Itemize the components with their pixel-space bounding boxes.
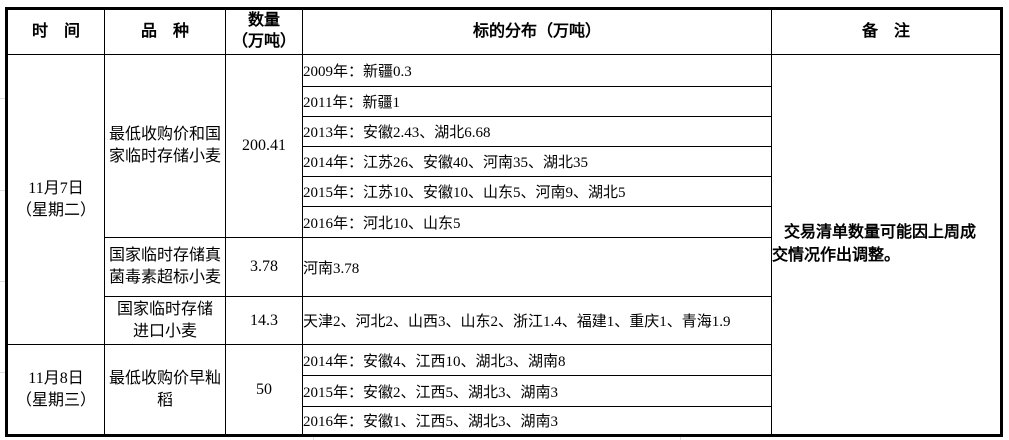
- distribution-cell: 2014年：江苏26、安徽40、河南35、湖北35: [302, 146, 772, 177]
- gridline-stub: [680, 434, 681, 440]
- distribution-cell: 2013年：安徽2.43、湖北6.68: [302, 116, 772, 147]
- gridline-stub: [0, 372, 5, 373]
- variety-cell: 最低收购价早籼 稻: [104, 344, 226, 435]
- distribution-cell: 2011年：新疆1: [302, 86, 772, 117]
- distribution-cell: 河南3.78: [302, 237, 772, 297]
- time-cell-nov7: 11月7日 （星期二）: [7, 54, 105, 345]
- distribution-cell: 天津2、河北2、山西3、山东2、浙江1.4、福建1、重庆1、青海1.9: [302, 296, 772, 345]
- col-header-quantity: 数量 （万吨）: [225, 9, 303, 55]
- quantity-cell: 3.78: [225, 237, 303, 297]
- distribution-cell: 2015年：江苏10、安徽10、山东5、河南9、湖北5: [302, 176, 772, 207]
- variety-cell: 国家临时存储 进口小麦: [104, 296, 226, 345]
- gridline-stub: [313, 434, 314, 440]
- gridline-stub: [0, 281, 5, 282]
- variety-cell: 最低收购价和国 家临时存储小麦: [104, 54, 226, 238]
- table-row: 2016年：河北10、山东5: [8, 206, 1001, 238]
- gridline-stub: [0, 190, 5, 191]
- quantity-cell: 50: [225, 344, 303, 435]
- col-header-time: 时 间: [7, 9, 105, 55]
- col-header-distribution: 标的分布（万吨）: [302, 9, 772, 55]
- table-row: 2011年：新疆1: [8, 86, 1001, 117]
- auction-schedule-table: 时 间 品 种 数量 （万吨） 标的分布（万吨） 备 注 11月7日 （星期二）…: [7, 9, 1001, 435]
- table-row: 2013年：安徽2.43、湖北6.68: [8, 116, 1001, 147]
- distribution-cell: 2016年：安徽1、江西5、湖北3、湖南3: [302, 406, 772, 435]
- table-row: 国家临时存储真 菌毒素超标小麦 3.78 河南3.78: [8, 237, 1001, 297]
- header-row: 时 间 品 种 数量 （万吨） 标的分布（万吨） 备 注: [7, 9, 1001, 55]
- distribution-cell: 2016年：河北10、山东5: [302, 206, 772, 238]
- distribution-cell: 2009年：新疆0.3: [302, 54, 772, 87]
- auction-schedule-table-wrapper: 时 间 品 种 数量 （万吨） 标的分布（万吨） 备 注 11月7日 （星期二）…: [5, 7, 1003, 437]
- distribution-cell: 2015年：安徽2、江西5、湖北3、湖南3: [302, 375, 772, 407]
- table-row: 2015年：江苏10、安徽10、山东5、河南9、湖北5: [8, 176, 1001, 207]
- quantity-cell: 200.41: [225, 54, 303, 238]
- table-row: 11月8日 （星期三） 最低收购价早籼 稻 50 2014年：安徽4、江西10、…: [7, 344, 1001, 435]
- gridline-stub: [0, 98, 5, 99]
- table-row: 2015年：安徽2、江西5、湖北3、湖南3: [8, 375, 1001, 407]
- quantity-cell: 14.3: [225, 296, 303, 345]
- remark-cell: 交易清单数量可能因上周成 交情况作出调整。: [771, 54, 1001, 435]
- variety-cell: 国家临时存储真 菌毒素超标小麦: [104, 237, 226, 297]
- distribution-cell: 2014年：安徽4、江西10、湖北3、湖南8: [302, 344, 772, 376]
- table-row: 11月7日 （星期二） 最低收购价和国 家临时存储小麦 200.41 2009年…: [7, 54, 1001, 435]
- time-cell-nov8: 11月8日 （星期三）: [7, 344, 105, 435]
- col-header-variety: 品 种: [104, 9, 226, 55]
- col-header-remark: 备 注: [771, 9, 1001, 55]
- table-row: 2016年：安徽1、江西5、湖北3、湖南3: [8, 406, 1001, 435]
